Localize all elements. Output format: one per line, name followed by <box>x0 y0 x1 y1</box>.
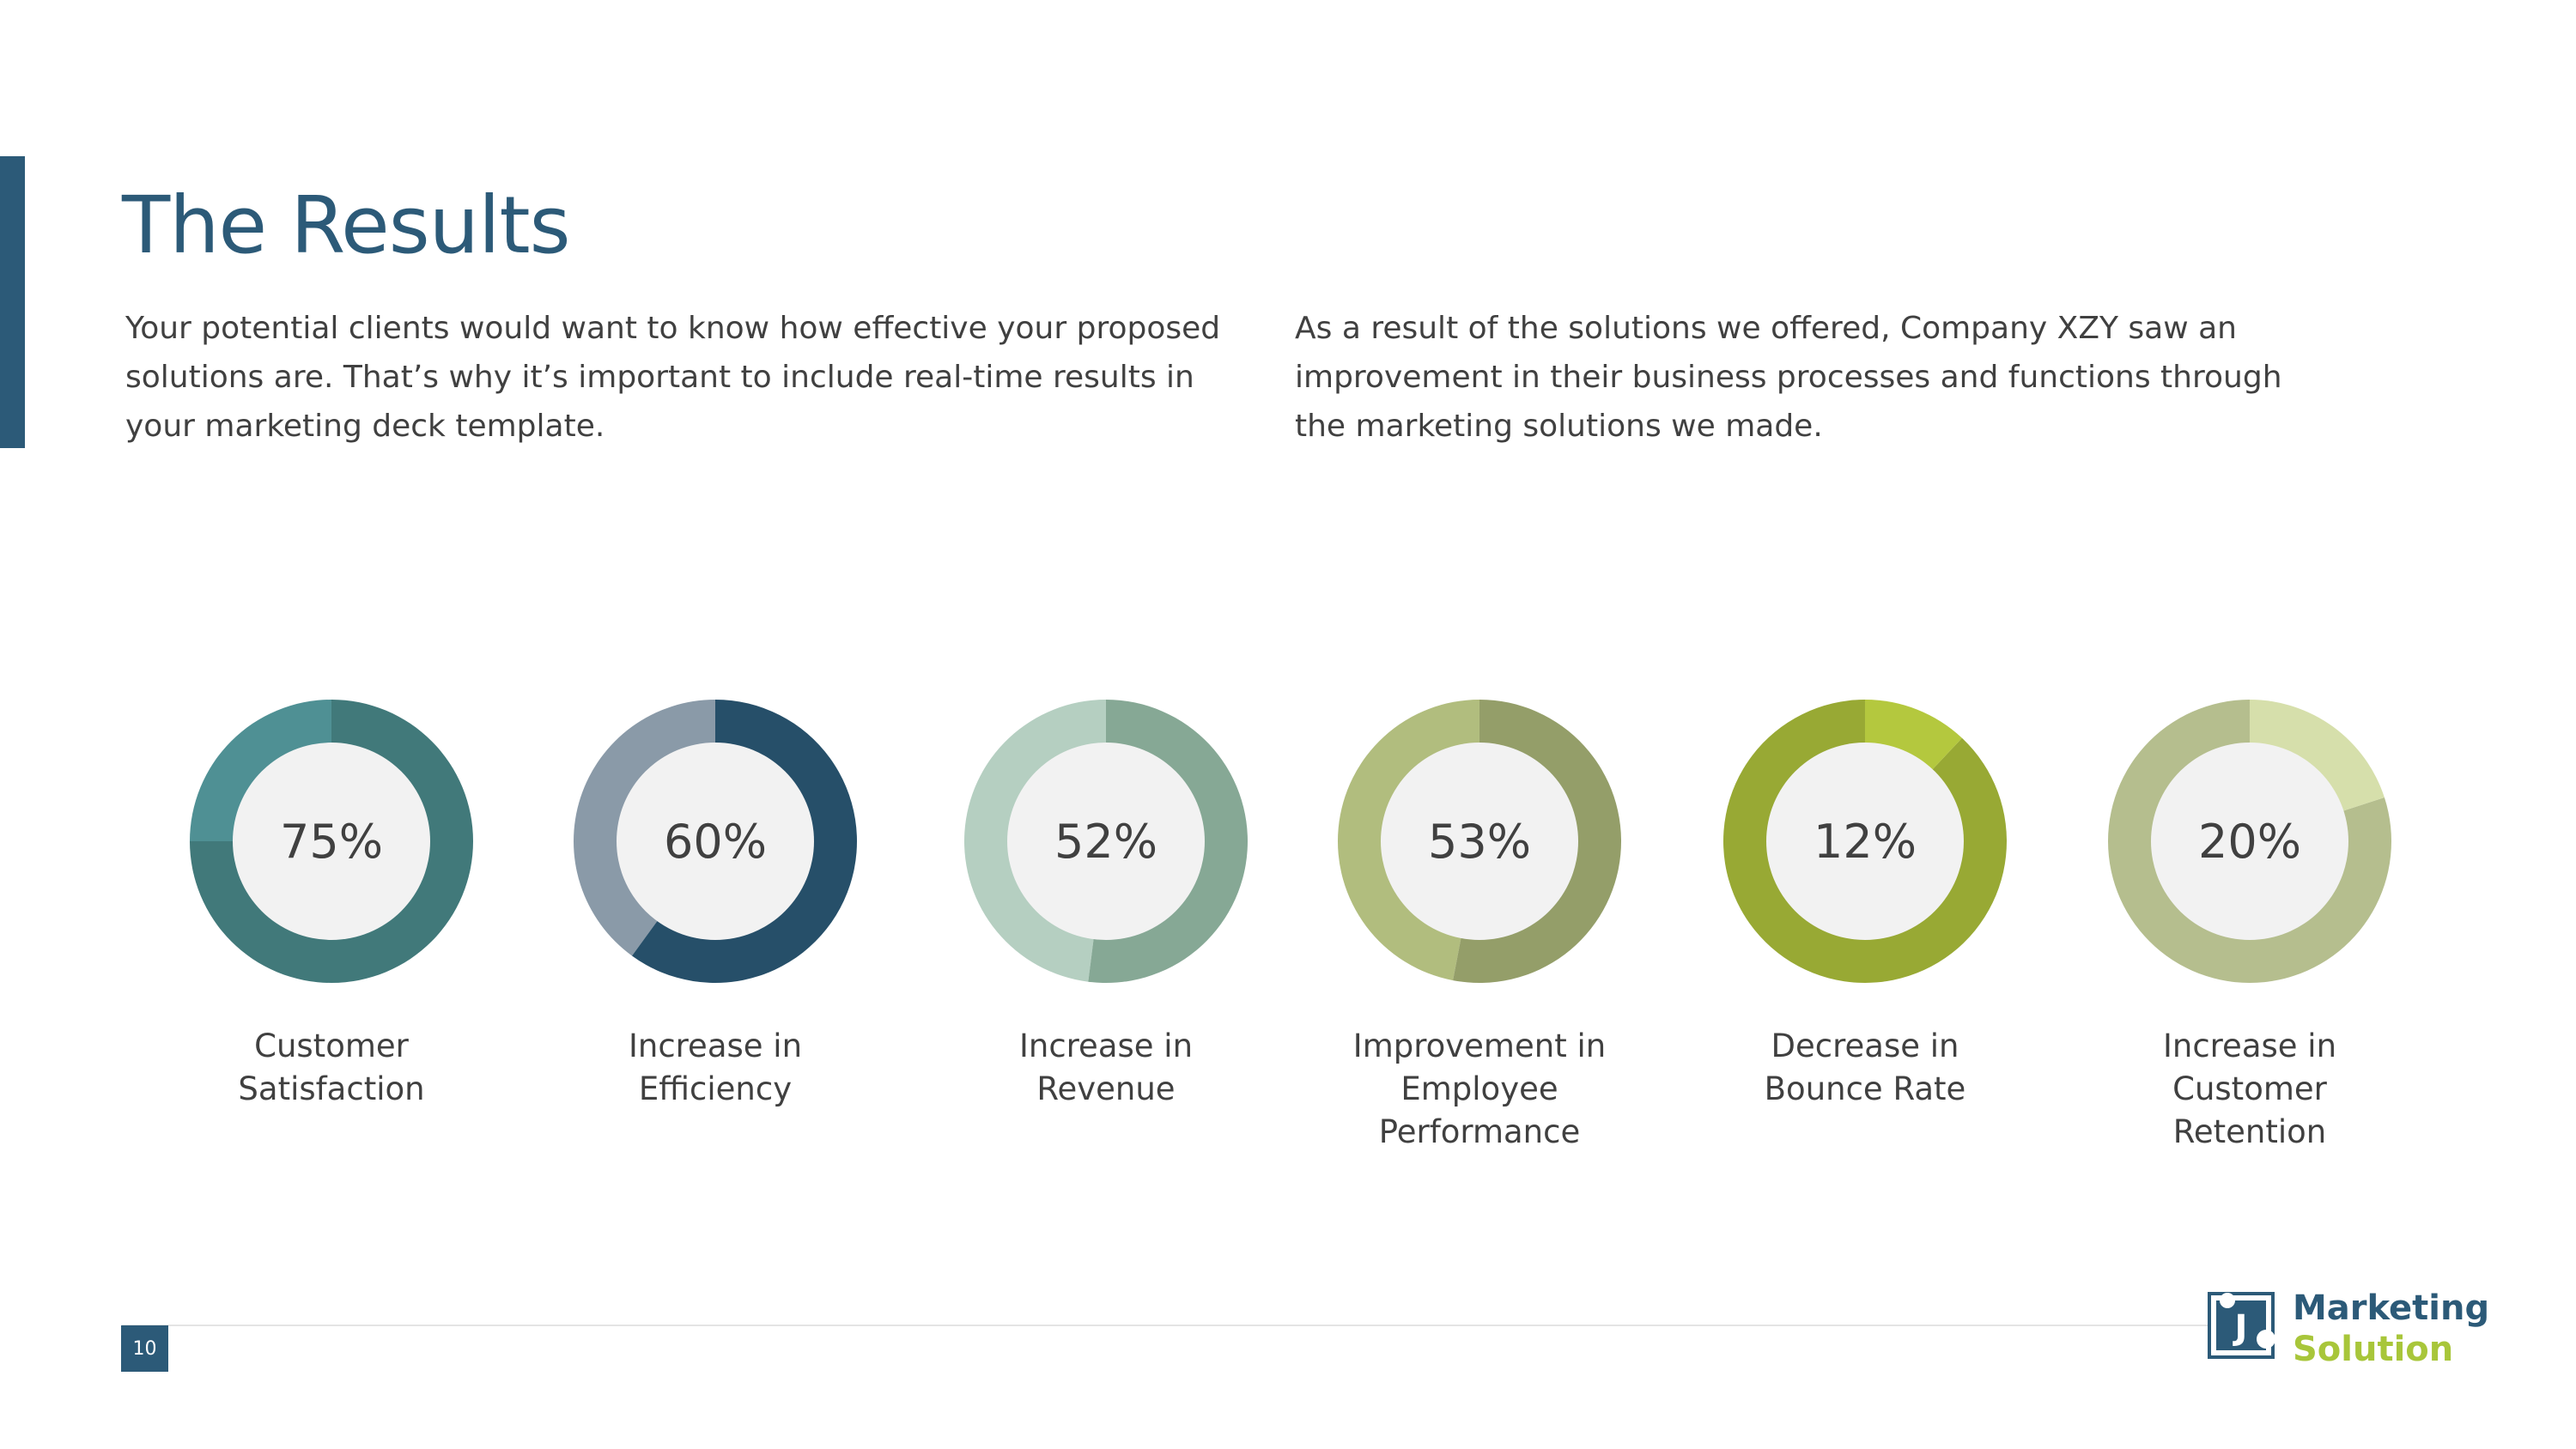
svg-text:J: J <box>2233 1308 2248 1348</box>
donut-value-label: 53% <box>1428 815 1531 869</box>
donut-center <box>2151 743 2348 940</box>
donut-svg: 75% <box>190 700 473 983</box>
slide-title: The Results <box>122 179 571 271</box>
donut-chart: 75% Customer Satisfaction <box>151 695 512 1111</box>
donut-chart: 52% Increase in Revenue <box>926 695 1286 1111</box>
logo-text-marketing: Marketing <box>2293 1288 2490 1328</box>
donut-value-label: 20% <box>2198 815 2301 869</box>
donut-caption: Improvement in Employee Performance <box>1352 1028 1607 1150</box>
donut-value-label: 60% <box>664 815 767 869</box>
donut-caption: Increase in Revenue <box>1018 1028 1194 1107</box>
donut-value-label: 52% <box>1054 815 1157 869</box>
donut-caption: Customer Satisfaction <box>238 1028 425 1107</box>
donut-center <box>1766 743 1964 940</box>
donut-caption: Increase in Efficiency <box>628 1028 803 1107</box>
donut-center <box>1381 743 1578 940</box>
donut-caption: Decrease in Bounce Rate <box>1764 1028 1966 1107</box>
donut-chart: 60% Increase in Efficiency <box>535 695 896 1111</box>
donut-chart: 53% Improvement in Employee Performance <box>1299 695 1660 1154</box>
page-number: 10 <box>121 1325 168 1372</box>
donut-center <box>1007 743 1205 940</box>
logo-text-solution: Solution <box>2293 1330 2454 1369</box>
donut-center <box>233 743 430 940</box>
logo-icon: J <box>2208 1292 2275 1359</box>
donut-svg: 52% <box>964 700 1249 983</box>
footer-divider <box>122 1325 2217 1326</box>
donut-charts-row: 75% Customer Satisfaction 60% Increase in E… <box>0 695 2576 1176</box>
donut-svg: 53% <box>1338 700 1621 983</box>
donut-svg: 20% <box>2108 700 2391 983</box>
donut-value-label: 75% <box>280 815 383 869</box>
accent-bar <box>0 156 25 448</box>
company-logo: J Marketing Solution <box>2207 1288 2489 1373</box>
donut-svg: 60% <box>574 700 857 983</box>
intro-left-paragraph: Your potential clients would want to kno… <box>125 311 1221 444</box>
donut-caption: Increase in Customer Retention <box>2162 1028 2337 1150</box>
donut-chart: 12% Decrease in Bounce Rate <box>1685 695 2045 1111</box>
donut-chart: 20% Increase in Customer Retention <box>2069 695 2430 1154</box>
intro-right-paragraph: As a result of the solutions we offered,… <box>1295 311 2282 444</box>
donut-center <box>617 743 814 940</box>
donut-value-label: 12% <box>1814 815 1917 869</box>
donut-svg: 12% <box>1723 700 2007 983</box>
